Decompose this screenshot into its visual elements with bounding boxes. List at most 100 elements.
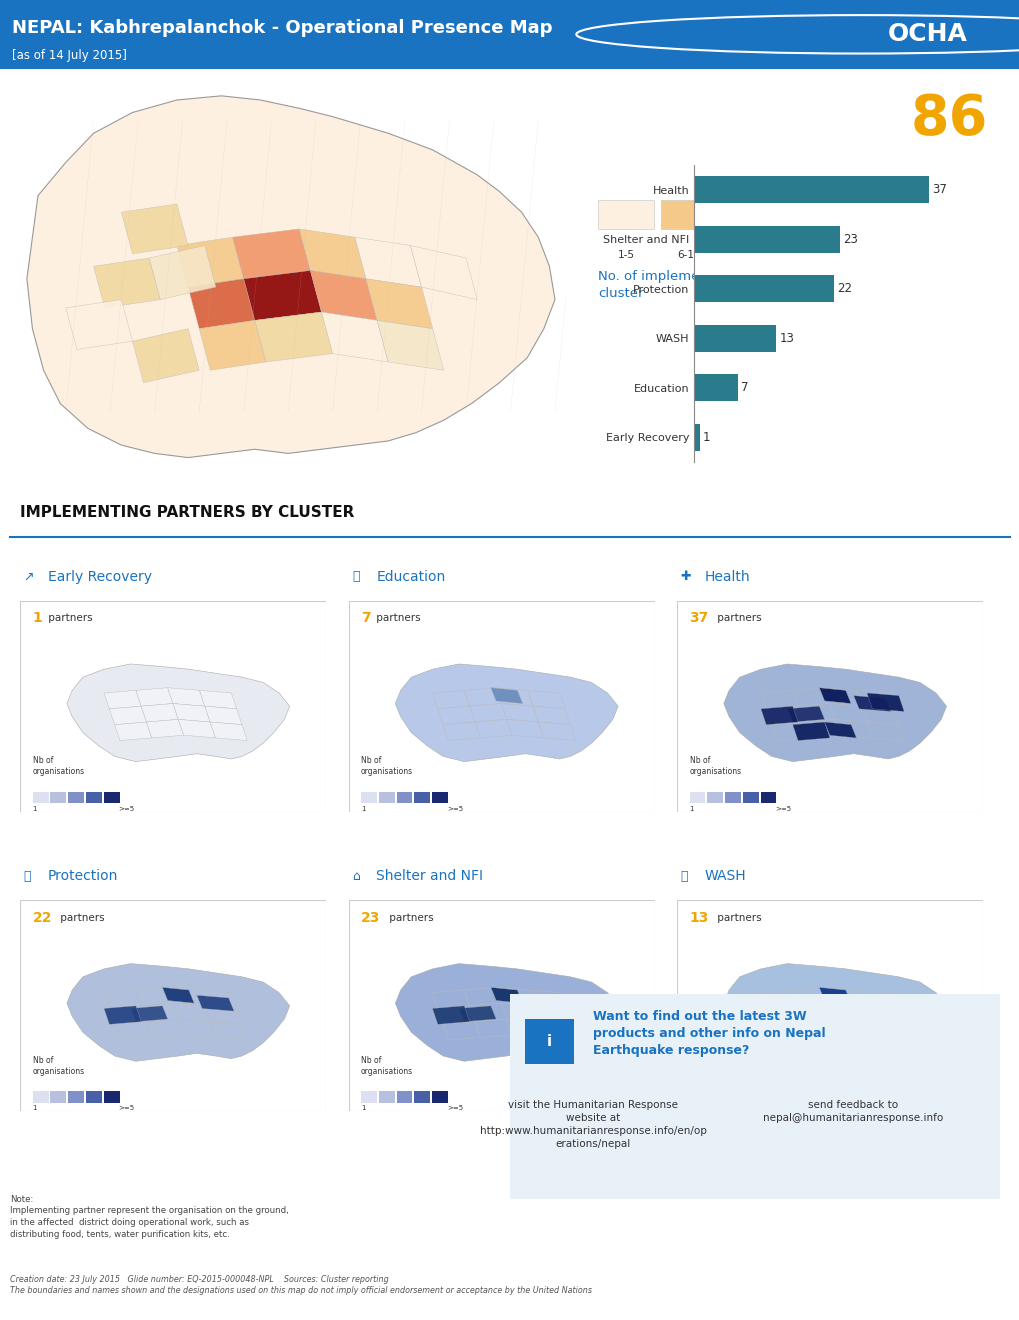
Polygon shape — [495, 688, 533, 706]
Bar — [706, 1092, 722, 1104]
Bar — [414, 792, 430, 804]
Polygon shape — [538, 722, 575, 741]
Polygon shape — [205, 706, 242, 725]
Text: Note:
Implementing partner represent the organisation on the ground,
in the affe: Note: Implementing partner represent the… — [10, 1195, 288, 1239]
Polygon shape — [255, 312, 332, 362]
Polygon shape — [490, 688, 522, 704]
Polygon shape — [432, 990, 469, 1008]
Polygon shape — [490, 987, 522, 1003]
Bar — [432, 1092, 447, 1104]
Text: 1: 1 — [689, 1105, 693, 1111]
Polygon shape — [167, 688, 205, 706]
Text: Nb of
organisations: Nb of organisations — [689, 1056, 741, 1076]
Bar — [693, 325, 775, 352]
Polygon shape — [797, 1003, 835, 1022]
Polygon shape — [173, 704, 210, 722]
Bar — [524, 1019, 573, 1064]
Text: Partners working in Kabhrepalanchok: Partners working in Kabhrepalanchok — [739, 170, 987, 183]
Polygon shape — [723, 964, 946, 1061]
Text: Protection: Protection — [48, 870, 118, 883]
Polygon shape — [506, 1019, 543, 1038]
Polygon shape — [442, 1022, 480, 1040]
Text: 1: 1 — [361, 805, 365, 812]
Text: Nb of
organisations: Nb of organisations — [361, 1056, 413, 1076]
Text: Nb of
organisations: Nb of organisations — [361, 756, 413, 776]
Polygon shape — [856, 690, 893, 709]
Polygon shape — [866, 693, 903, 711]
Polygon shape — [232, 228, 310, 279]
Text: 23: 23 — [843, 232, 857, 246]
Text: 21-35: 21-35 — [862, 249, 892, 260]
Polygon shape — [533, 706, 570, 725]
Polygon shape — [787, 1006, 823, 1022]
Polygon shape — [818, 688, 850, 704]
Polygon shape — [244, 271, 321, 321]
Polygon shape — [803, 1019, 840, 1038]
Polygon shape — [395, 964, 618, 1061]
Polygon shape — [538, 1022, 575, 1040]
Text: >=5: >=5 — [774, 805, 791, 812]
Text: 1: 1 — [33, 805, 37, 812]
Polygon shape — [377, 321, 443, 370]
Bar — [760, 1092, 775, 1104]
Polygon shape — [797, 704, 835, 722]
Polygon shape — [760, 706, 797, 725]
Text: >=5: >=5 — [446, 805, 463, 812]
Bar — [725, 792, 740, 804]
Text: 🚰: 🚰 — [680, 870, 687, 883]
Text: 22: 22 — [33, 911, 52, 925]
Bar — [742, 792, 758, 804]
Polygon shape — [803, 719, 840, 738]
Bar — [50, 792, 66, 804]
Polygon shape — [136, 987, 173, 1006]
Polygon shape — [818, 987, 850, 1003]
Bar — [693, 226, 839, 253]
Text: Early Recovery: Early Recovery — [48, 570, 152, 583]
Bar — [786, 199, 842, 228]
Polygon shape — [437, 1006, 475, 1024]
Polygon shape — [130, 1006, 167, 1022]
Polygon shape — [210, 722, 247, 741]
Polygon shape — [792, 987, 829, 1006]
Bar — [396, 792, 412, 804]
Bar — [361, 792, 377, 804]
Text: partners: partners — [713, 913, 761, 923]
Polygon shape — [200, 990, 236, 1008]
Bar — [693, 176, 928, 203]
Polygon shape — [432, 1006, 469, 1024]
Text: 1: 1 — [702, 430, 710, 444]
Polygon shape — [525, 995, 561, 1011]
Polygon shape — [310, 271, 377, 321]
Polygon shape — [147, 1019, 183, 1038]
Polygon shape — [475, 719, 512, 738]
Bar — [378, 792, 394, 804]
Text: Shelter and NFI: Shelter and NFI — [376, 870, 483, 883]
Polygon shape — [187, 279, 255, 329]
Polygon shape — [823, 987, 861, 1006]
Text: i: i — [546, 1034, 551, 1048]
Polygon shape — [792, 722, 829, 741]
Polygon shape — [132, 329, 199, 383]
Polygon shape — [853, 696, 890, 711]
Text: Creation date: 23 July 2015   Glide number: EQ-2015-000048-NPL    Sources: Clust: Creation date: 23 July 2015 Glide number… — [10, 1275, 592, 1295]
Polygon shape — [528, 990, 565, 1008]
Text: Nb of
organisations: Nb of organisations — [33, 1056, 85, 1076]
Bar — [742, 1092, 758, 1104]
Polygon shape — [114, 1022, 152, 1040]
Polygon shape — [501, 1003, 538, 1022]
Bar — [725, 1092, 740, 1104]
Polygon shape — [464, 987, 501, 1006]
Polygon shape — [141, 704, 178, 722]
Polygon shape — [177, 238, 244, 286]
Polygon shape — [760, 990, 797, 1008]
Polygon shape — [459, 1006, 495, 1022]
Polygon shape — [760, 690, 797, 709]
Polygon shape — [506, 719, 543, 738]
Text: 1: 1 — [33, 1105, 37, 1111]
Bar — [760, 792, 775, 804]
Bar — [104, 1092, 119, 1104]
Polygon shape — [432, 690, 469, 709]
Text: 1-5: 1-5 — [618, 249, 634, 260]
Polygon shape — [67, 664, 289, 762]
Polygon shape — [178, 1019, 215, 1038]
